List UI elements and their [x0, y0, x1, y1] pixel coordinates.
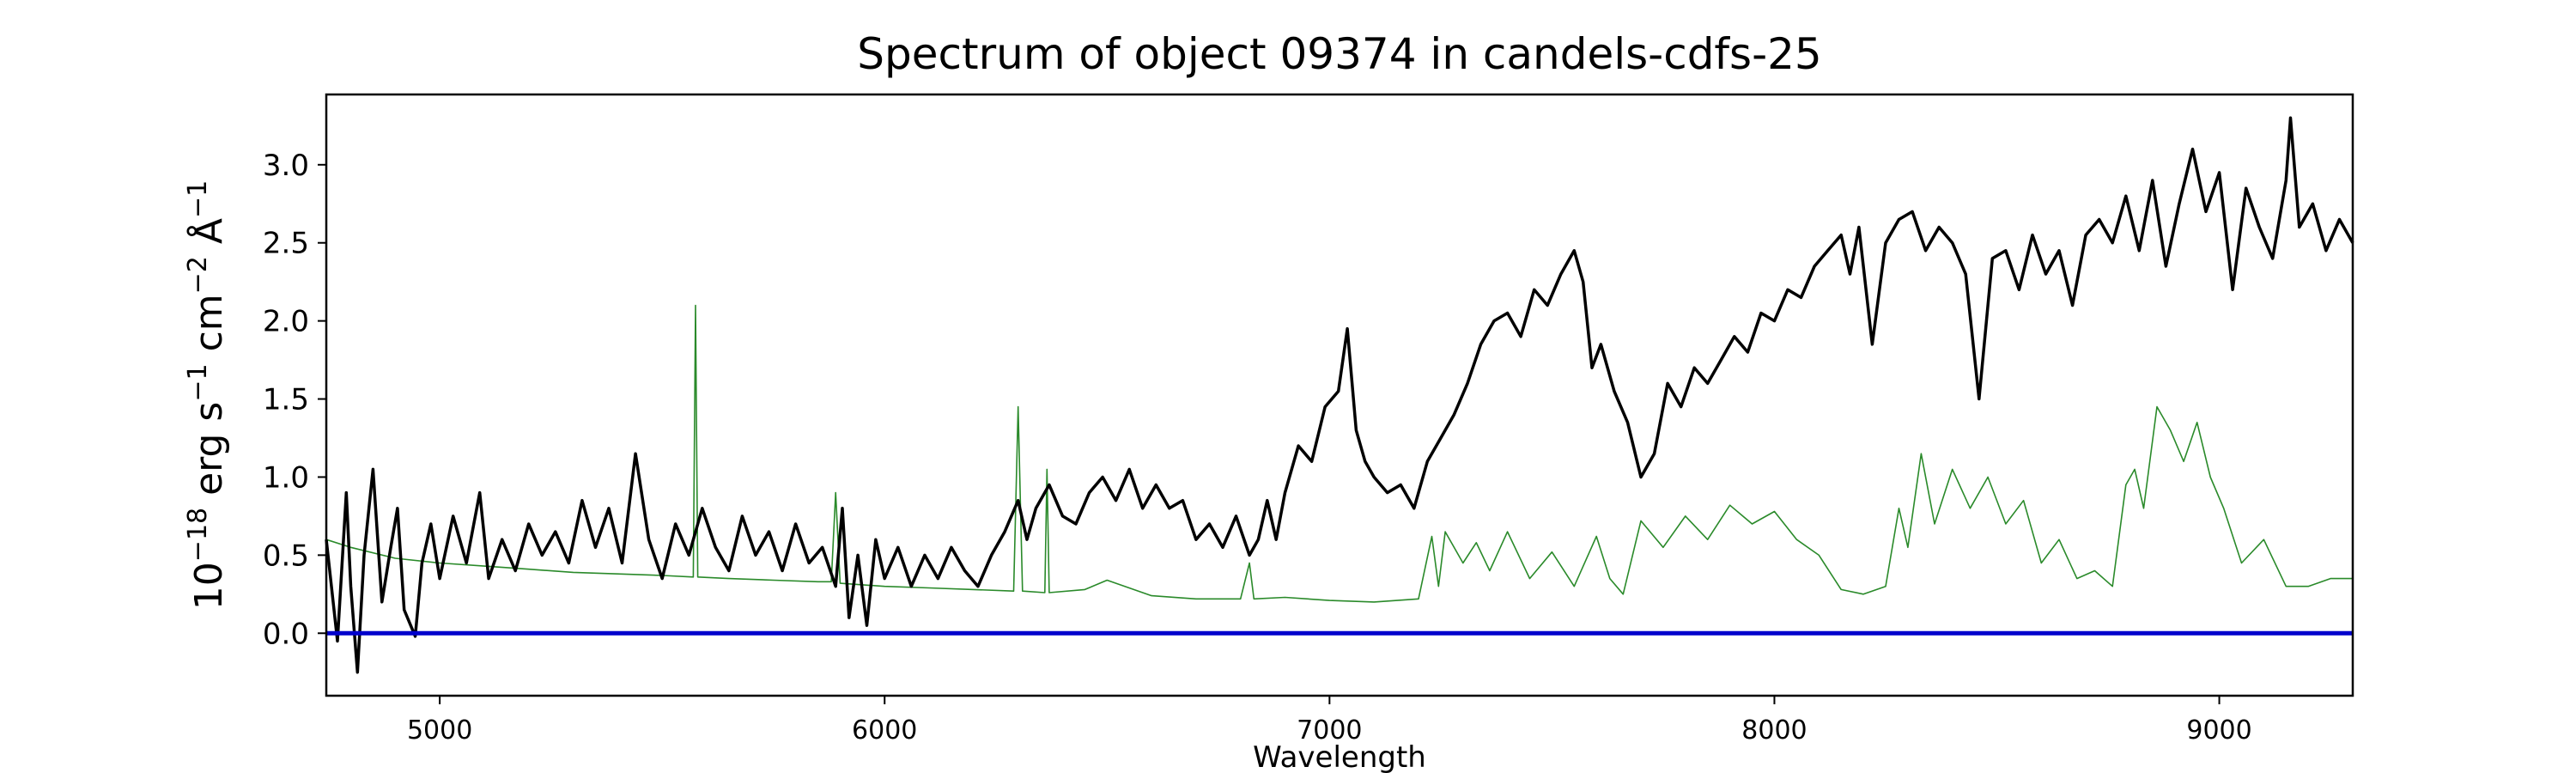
series-layer	[325, 116, 2354, 674]
y-tick-label: 1.0	[263, 460, 309, 495]
y-tick-label: 0.5	[263, 539, 309, 573]
chart-title: Spectrum of object 09374 in candels-cdfs…	[857, 29, 1822, 79]
x-axis-label: Wavelength	[1253, 740, 1426, 773]
y-axis: 0.0 0.5 1.0 1.5 2.0 2.5 3.0	[263, 149, 326, 651]
x-tick-label: 7000	[1297, 715, 1362, 746]
x-axis: 5000 6000 7000 8000 9000	[407, 696, 2252, 746]
y-tick-label: 0.0	[263, 617, 309, 651]
x-tick-label: 6000	[852, 715, 917, 746]
x-tick-label: 5000	[407, 715, 472, 746]
plot-frame	[325, 93, 2354, 697]
plot-area	[325, 93, 2354, 697]
y-tick-label: 1.5	[263, 383, 309, 417]
x-tick-label: 8000	[1741, 715, 1807, 746]
y-axis-label: 10−18 erg s−1 cm−2 Å−1	[183, 180, 231, 610]
y-tick-label: 2.5	[263, 227, 309, 261]
model-series-line	[325, 304, 2353, 603]
y-tick-label: 2.0	[263, 305, 309, 339]
x-tick-label: 9000	[2186, 715, 2251, 746]
flux-series-line	[325, 116, 2354, 674]
y-tick-label: 3.0	[263, 149, 309, 183]
